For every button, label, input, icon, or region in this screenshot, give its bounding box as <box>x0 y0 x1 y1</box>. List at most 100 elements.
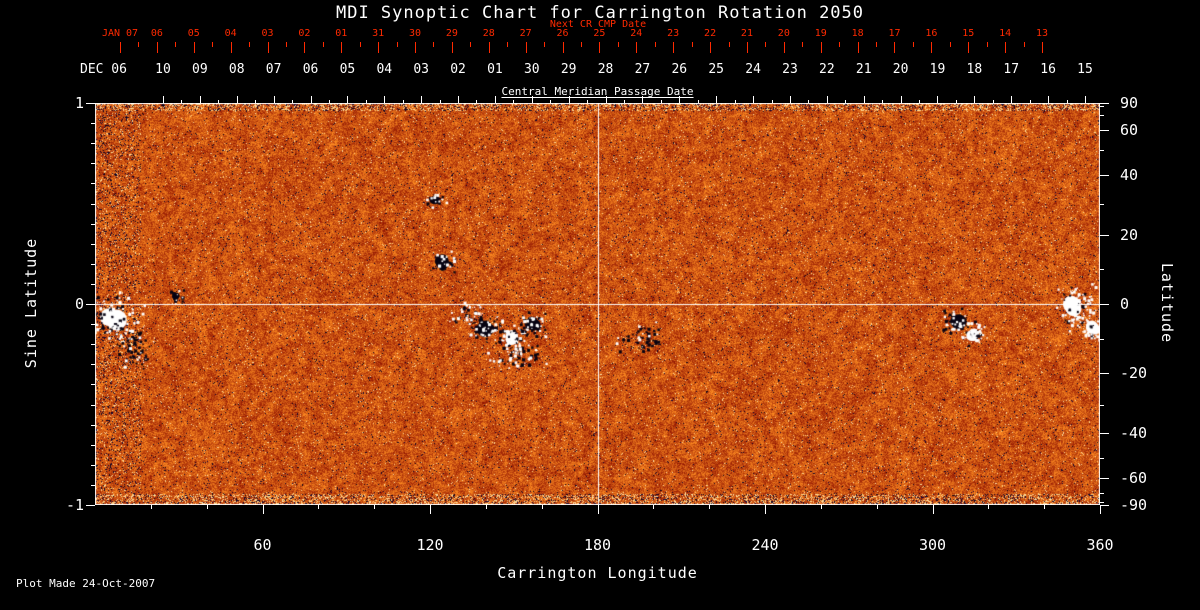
next-cr-minor-tick <box>986 42 988 47</box>
next-cr-minor-tick <box>876 42 878 47</box>
next-cr-date-label: 28 <box>482 28 495 39</box>
lon-minor-tick <box>150 505 152 509</box>
lat-minor-tick <box>1100 501 1104 503</box>
lat-minor-tick <box>1100 338 1104 340</box>
cmp-date-label: 09 <box>192 62 208 77</box>
next-cr-tick <box>230 42 232 53</box>
slat-minor-tick <box>91 444 95 446</box>
chart-title: MDI Synoptic Chart for Carrington Rotati… <box>335 3 865 23</box>
slat-minor-tick <box>91 344 95 346</box>
lat-minor-tick <box>1100 492 1104 494</box>
slat-tick-label: 0 <box>74 295 84 313</box>
cmp-date-tick <box>974 96 976 103</box>
cmp-date-tick <box>494 96 496 103</box>
next-cr-tick <box>451 42 453 53</box>
cmp-date-label: 25 <box>708 62 725 77</box>
cmp-date-minor-tick <box>587 100 589 103</box>
slat-minor-tick <box>91 223 95 225</box>
cmp-date-label: 04 <box>376 62 393 77</box>
cmp-date-tick <box>753 96 755 103</box>
slat-tick <box>86 304 95 305</box>
next-cr-cmp-date-label: Next CR CMP Date <box>549 19 647 30</box>
lat-tick <box>1100 304 1109 305</box>
next-cr-minor-tick <box>249 42 251 47</box>
lon-tick <box>1100 505 1101 514</box>
cmp-date-label: 18 <box>966 62 983 77</box>
cmp-date-minor-tick <box>882 100 884 103</box>
lon-tick-label: 120 <box>416 536 444 554</box>
cmp-date-minor-tick <box>624 100 625 103</box>
lon-minor-tick <box>653 505 655 509</box>
lat-minor-tick <box>1100 404 1104 406</box>
lon-minor-tick <box>1044 505 1046 509</box>
next-cr-tick <box>304 42 306 53</box>
cmp-date-label: 20 <box>892 62 909 77</box>
lon-tick-label: 240 <box>751 536 779 554</box>
lat-tick-label: -40 <box>1120 424 1148 443</box>
next-cr-date-label: 13 <box>1035 28 1049 39</box>
cmp-date-tick <box>384 96 386 103</box>
cmp-date-tick <box>236 96 238 103</box>
cmp-era-label: DEC 06 <box>80 62 127 77</box>
cmp-date-label: 22 <box>819 62 835 77</box>
slat-minor-tick <box>91 464 95 466</box>
next-cr-tick <box>562 42 564 53</box>
lon-minor-tick <box>206 505 208 509</box>
lon-tick-label: 300 <box>918 536 947 554</box>
lat-tick <box>1100 103 1109 104</box>
lat-tick-label: 60 <box>1120 120 1139 139</box>
next-cr-minor-tick <box>1023 42 1025 47</box>
lat-minor-tick <box>1100 203 1104 205</box>
next-cr-tick <box>894 42 896 53</box>
cmp-date-tick <box>789 96 791 103</box>
slat-minor-tick <box>91 324 95 326</box>
next-cr-date-label: 18 <box>851 28 864 39</box>
slat-tick-label: 1 <box>74 94 84 112</box>
lon-minor-tick <box>876 505 878 509</box>
cmp-date-label: 17 <box>1003 62 1020 77</box>
cmp-date-label: 24 <box>745 62 761 77</box>
cmp-date-label: 27 <box>634 62 651 77</box>
next-cr-tick <box>746 42 748 53</box>
cmp-date-label: 03 <box>413 62 429 77</box>
next-cr-tick <box>341 42 343 53</box>
lat-tick-label: -90 <box>1120 496 1148 514</box>
slat-minor-tick <box>91 384 95 386</box>
lon-tick <box>597 505 599 514</box>
cmp-date-minor-tick <box>476 100 478 103</box>
next-cr-tick <box>783 42 785 53</box>
next-cr-tick <box>267 42 269 53</box>
lat-tick-label: 40 <box>1120 165 1139 184</box>
slat-minor-tick <box>91 283 95 285</box>
cmp-date-minor-tick <box>550 100 552 103</box>
slat-minor-tick <box>91 183 95 185</box>
next-cr-minor-tick <box>138 42 140 47</box>
cmp-date-label: 10 <box>155 62 171 77</box>
cmp-date-tick <box>1085 96 1086 103</box>
next-cr-date-label: 05 <box>187 28 200 39</box>
cmp-date-label: 08 <box>228 62 245 77</box>
next-cr-date-label: 15 <box>962 28 975 39</box>
next-cr-date-label: 30 <box>409 28 422 39</box>
next-cr-date-label: 02 <box>298 28 311 39</box>
cmp-date-tick <box>863 96 865 103</box>
cmp-date-tick <box>716 96 718 103</box>
cmp-date-minor-tick <box>955 100 957 103</box>
next-cr-minor-tick <box>507 42 509 47</box>
slat-minor-tick <box>91 243 95 245</box>
cmp-date-tick <box>273 96 275 103</box>
cmp-date-minor-tick <box>218 100 220 103</box>
slat-minor-tick <box>91 404 95 406</box>
lat-tick <box>1100 505 1109 506</box>
next-cr-minor-tick <box>285 42 287 47</box>
next-cr-date-label: 16 <box>925 28 938 39</box>
next-cr-minor-tick <box>544 42 546 47</box>
next-cr-minor-tick <box>470 42 472 47</box>
lon-tick-label: 60 <box>253 536 272 554</box>
lon-tick-label: 360 <box>1086 536 1114 554</box>
slat-tick <box>86 505 95 506</box>
next-cr-tick <box>1042 42 1043 53</box>
lon-tick <box>430 505 431 514</box>
next-cr-tick <box>156 42 158 53</box>
